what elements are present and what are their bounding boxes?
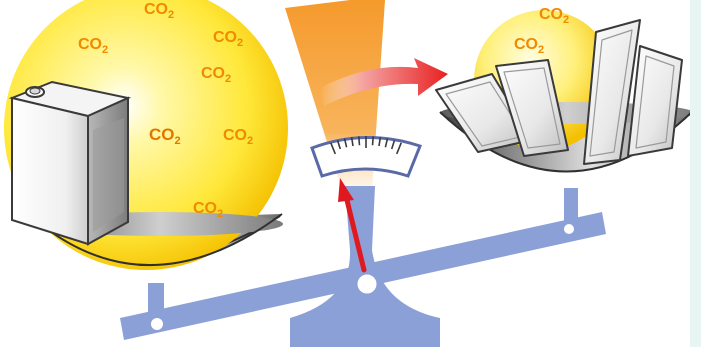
right-pivot	[562, 222, 576, 236]
co2-label: CO2	[201, 65, 232, 86]
right-pan-post	[564, 188, 578, 224]
gauge-tick	[350, 136, 354, 147]
gauge-tick	[330, 142, 337, 155]
gauge-tick	[384, 138, 389, 148]
metal-can-icon	[8, 80, 132, 246]
left-pan-post	[148, 283, 164, 323]
gauge-tick	[357, 136, 361, 146]
co2-label: CO2	[514, 36, 545, 57]
gauge-tick	[378, 136, 382, 147]
center-pivot	[354, 271, 380, 297]
left-pivot	[149, 316, 165, 332]
gauge-tick	[395, 142, 402, 155]
co2-label: CO2	[78, 36, 109, 57]
co2-label: CO2	[193, 200, 224, 221]
side-strip	[690, 0, 701, 347]
gauge-tick	[343, 138, 348, 148]
co2-label: CO2	[223, 127, 254, 148]
co2-label: CO2	[539, 6, 570, 27]
gauge-tick	[390, 140, 396, 150]
film-pouches-icon	[435, 19, 683, 165]
co2-label: CO2	[149, 125, 181, 147]
curved-arrow-icon	[320, 58, 448, 106]
gauge-tick	[336, 140, 342, 150]
gauge-dial	[310, 135, 422, 178]
co2-label: CO2	[213, 29, 244, 50]
gauge-tick	[371, 136, 375, 146]
co2-label: CO2	[144, 1, 175, 22]
gauge-needle	[338, 178, 367, 273]
